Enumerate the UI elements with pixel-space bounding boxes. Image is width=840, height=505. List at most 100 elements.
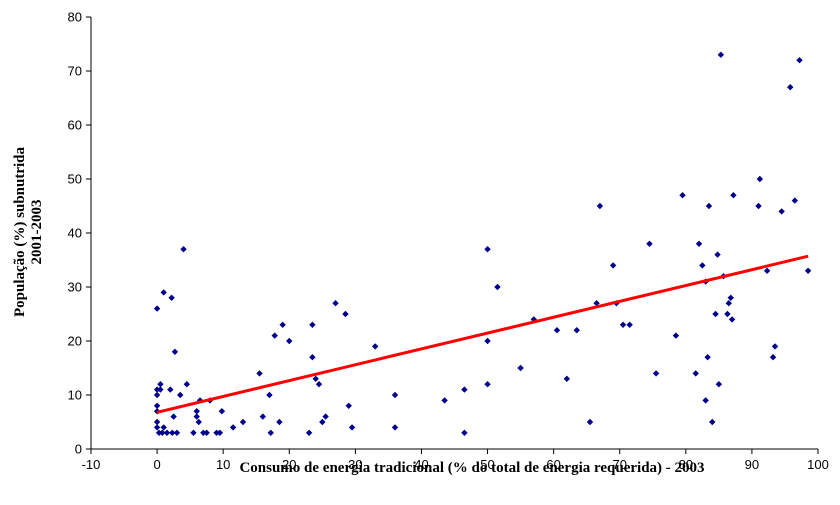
data-point: [563, 375, 571, 382]
data-point: [177, 391, 184, 399]
data-point: [715, 381, 723, 388]
data-point: [163, 429, 171, 436]
data-point: [218, 408, 226, 415]
data-point: [728, 316, 736, 323]
data-point: [167, 386, 174, 393]
data-point: [771, 343, 779, 350]
data-point: [271, 332, 278, 339]
data-point: [155, 429, 163, 436]
data-point: [169, 429, 176, 436]
data-point: [391, 391, 399, 399]
data-point: [153, 402, 161, 409]
data-points: [153, 51, 812, 436]
data-point: [180, 246, 187, 253]
y-tick-label: 30: [68, 280, 82, 295]
data-point: [286, 337, 293, 345]
data-point: [705, 202, 713, 210]
x-tick-label: 90: [745, 457, 759, 472]
data-point: [203, 429, 210, 436]
data-point: [309, 354, 316, 361]
data-point: [183, 381, 191, 388]
data-point: [672, 332, 680, 339]
data-point: [692, 370, 699, 377]
data-point: [213, 429, 220, 436]
data-point: [573, 327, 580, 334]
x-tick-label: 70: [612, 457, 626, 472]
data-point: [216, 429, 224, 436]
data-point: [312, 375, 319, 382]
data-point: [322, 413, 329, 420]
data-point: [153, 386, 161, 393]
y-axis-title-line1: População (%) subnutrida: [12, 146, 28, 317]
trendline: [156, 254, 809, 414]
data-point: [171, 348, 179, 355]
data-point: [756, 175, 764, 183]
data-point: [193, 408, 200, 415]
data-point: [778, 208, 785, 215]
data-point: [195, 418, 202, 426]
x-tick-label: 50: [480, 457, 494, 472]
data-point: [276, 418, 283, 426]
data-point: [769, 354, 777, 361]
y-tick-label: 70: [68, 64, 82, 79]
data-point: [727, 294, 734, 301]
y-tick-label: 20: [68, 334, 82, 349]
data-point: [256, 370, 263, 377]
data-point: [157, 386, 164, 393]
data-point: [763, 267, 771, 274]
data-point: [717, 51, 725, 58]
x-axis-title: Consumo de energia tradicional (% do tot…: [239, 460, 704, 476]
y-tick-label: 80: [68, 10, 82, 25]
x-tick-label: 30: [348, 457, 362, 472]
data-point: [702, 397, 709, 404]
data-point: [712, 310, 719, 318]
data-point: [714, 251, 721, 258]
data-point: [342, 310, 349, 318]
y-axis-ticks: 0 10 20 30 40 50 60 70 80: [68, 10, 91, 457]
data-point: [157, 381, 164, 388]
data-point: [791, 197, 799, 204]
data-point: [441, 397, 448, 404]
data-point: [704, 354, 711, 361]
data-point: [200, 429, 207, 436]
data-point: [153, 305, 161, 312]
data-point: [348, 424, 356, 431]
data-point: [730, 192, 737, 199]
data-point: [267, 429, 274, 436]
data-point: [804, 267, 812, 274]
data-point: [173, 429, 181, 436]
data-point: [279, 321, 286, 328]
data-point: [160, 289, 167, 296]
y-tick-label: 10: [68, 388, 82, 403]
data-point: [305, 429, 313, 436]
data-point: [170, 413, 177, 420]
data-point: [596, 202, 604, 210]
data-point: [193, 413, 200, 420]
data-point: [168, 294, 175, 301]
data-point: [159, 429, 166, 436]
x-tick-label: 0: [153, 457, 160, 472]
data-point: [517, 364, 524, 372]
data-point: [725, 300, 732, 307]
y-tick-label: 60: [68, 118, 82, 133]
data-point: [153, 418, 161, 426]
x-tick-label: 20: [282, 457, 296, 472]
data-point: [724, 310, 731, 318]
data-point: [484, 337, 491, 345]
data-point: [319, 418, 326, 426]
data-point: [626, 321, 633, 328]
y-tick-label: 40: [68, 226, 82, 241]
data-point: [679, 192, 686, 199]
data-point: [391, 424, 399, 431]
data-point: [484, 381, 491, 388]
data-point: [755, 202, 762, 210]
data-point: [153, 424, 161, 431]
y-tick-label: 50: [68, 172, 82, 187]
data-point: [699, 262, 706, 269]
data-point: [593, 300, 600, 307]
y-axis-title-line2: 2001-2003: [29, 200, 45, 265]
data-point: [609, 262, 617, 269]
data-point: [332, 300, 339, 307]
data-point: [461, 386, 468, 393]
